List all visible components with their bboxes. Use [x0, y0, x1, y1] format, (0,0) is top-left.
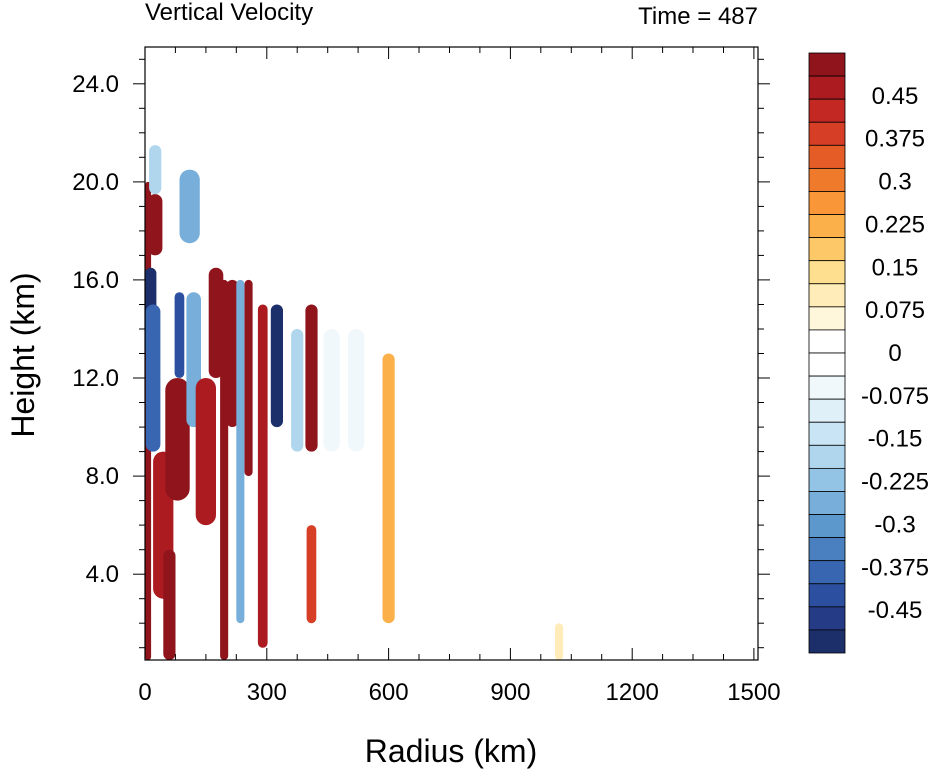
colorbar-label: -0.3 — [874, 511, 915, 538]
x-tick-label: 1200 — [606, 679, 659, 706]
colorbar-box — [808, 583, 846, 608]
x-tick-label: 300 — [247, 679, 287, 706]
velocity-feature-3 — [149, 145, 162, 195]
colorbar-label: 0.225 — [865, 211, 925, 238]
colorbar: 0.45 0.375 0.3 0.225 0.15 0.075 0 -0.075 -0.15 -0… — [808, 52, 929, 654]
colorbar-box — [808, 467, 846, 492]
colorbar-label: 0.075 — [865, 297, 925, 324]
x-tick-labels: 0 300 600 900 1200 1500 — [138, 679, 780, 706]
colorbar-box — [808, 560, 846, 585]
velocity-feature-25 — [417, 353, 442, 550]
colorbar-label: 0.375 — [865, 126, 925, 153]
velocity-feature-16 — [244, 279, 253, 477]
colorbar-label: -0.45 — [868, 597, 923, 624]
colorbar-box — [808, 75, 846, 100]
velocity-feature-20 — [305, 304, 318, 452]
y-axis-label: Height (km) — [5, 272, 41, 437]
velocity-feature-18 — [270, 304, 283, 428]
velocity-feature-14 — [226, 279, 239, 427]
colorbar-label: -0.15 — [868, 426, 923, 453]
colorbar-box — [808, 167, 846, 192]
velocity-feature-8 — [174, 292, 185, 378]
velocity-feature-6 — [163, 549, 176, 660]
velocity-feature-22 — [323, 329, 340, 452]
colorbar-box — [808, 398, 846, 423]
colorbar-box — [808, 629, 846, 654]
colorbar-label: -0.225 — [861, 469, 929, 496]
velocity-field — [145, 145, 564, 660]
colorbar-label: 0 — [888, 340, 901, 367]
velocity-feature-11 — [195, 378, 216, 526]
y-tick-label: 12.0 — [72, 365, 119, 392]
velocity-feature-19 — [291, 329, 304, 452]
x-tick-label: 1500 — [727, 679, 780, 706]
velocity-feature-9 — [179, 169, 200, 244]
y-tick-label: 20.0 — [72, 169, 119, 196]
velocity-feature-23 — [348, 329, 365, 452]
velocity-feature-15 — [236, 279, 245, 624]
colorbar-box — [808, 606, 846, 631]
colorbar-label: 0.45 — [872, 83, 919, 110]
colorbar-label: -0.075 — [861, 383, 929, 410]
colorbar-box — [808, 121, 846, 146]
colorbar-box — [808, 52, 846, 77]
velocity-feature-21 — [306, 525, 317, 624]
velocity-feature-13 — [220, 279, 229, 660]
colorbar-box — [808, 144, 846, 169]
colorbar-box — [808, 214, 846, 239]
velocity-feature-4 — [145, 304, 161, 452]
colorbar-box — [808, 375, 846, 400]
y-tick-labels: 4.0 8.0 12.0 16.0 20.0 24.0 — [72, 71, 119, 588]
colorbar-labels: 0.45 0.375 0.3 0.225 0.15 0.075 0 -0.075 -0.15 -0… — [861, 83, 929, 624]
velocity-feature-2 — [147, 194, 163, 256]
x-axis-label: Radius (km) — [365, 733, 537, 769]
y-tick-label: 8.0 — [86, 463, 119, 490]
axis-ticks — [133, 47, 770, 660]
velocity-feature-17 — [257, 304, 268, 648]
time-label: Time = 487 — [638, 3, 758, 30]
x-tick-label: 900 — [490, 679, 530, 706]
colorbar-box — [808, 329, 846, 354]
colorbar-box — [808, 352, 846, 377]
colorbar-boxes — [808, 52, 846, 654]
colorbar-box — [808, 283, 846, 308]
colorbar-box — [808, 537, 846, 562]
colorbar-box — [808, 421, 846, 446]
velocity-feature-24 — [382, 353, 395, 624]
colorbar-box — [808, 98, 846, 123]
velocity-feature-26 — [555, 623, 564, 660]
colorbar-label: 0.15 — [872, 254, 919, 281]
colorbar-box — [808, 237, 846, 262]
y-tick-label: 24.0 — [72, 71, 119, 98]
velocity-feature-7 — [165, 378, 190, 501]
x-tick-label: 600 — [369, 679, 409, 706]
colorbar-box — [808, 444, 846, 469]
y-tick-label: 16.0 — [72, 267, 119, 294]
y-tick-label: 4.0 — [86, 561, 119, 588]
colorbar-box — [808, 260, 846, 285]
x-tick-label: 0 — [138, 679, 151, 706]
velocity-feature-12 — [208, 267, 224, 378]
colorbar-box — [808, 491, 846, 515]
colorbar-box — [808, 514, 846, 539]
colorbar-label: 0.3 — [878, 169, 911, 196]
colorbar-label: -0.375 — [861, 554, 929, 581]
colorbar-box — [808, 306, 846, 331]
plot-area — [133, 46, 770, 661]
colorbar-box — [808, 191, 846, 215]
chart-title: Vertical Velocity — [145, 0, 313, 26]
